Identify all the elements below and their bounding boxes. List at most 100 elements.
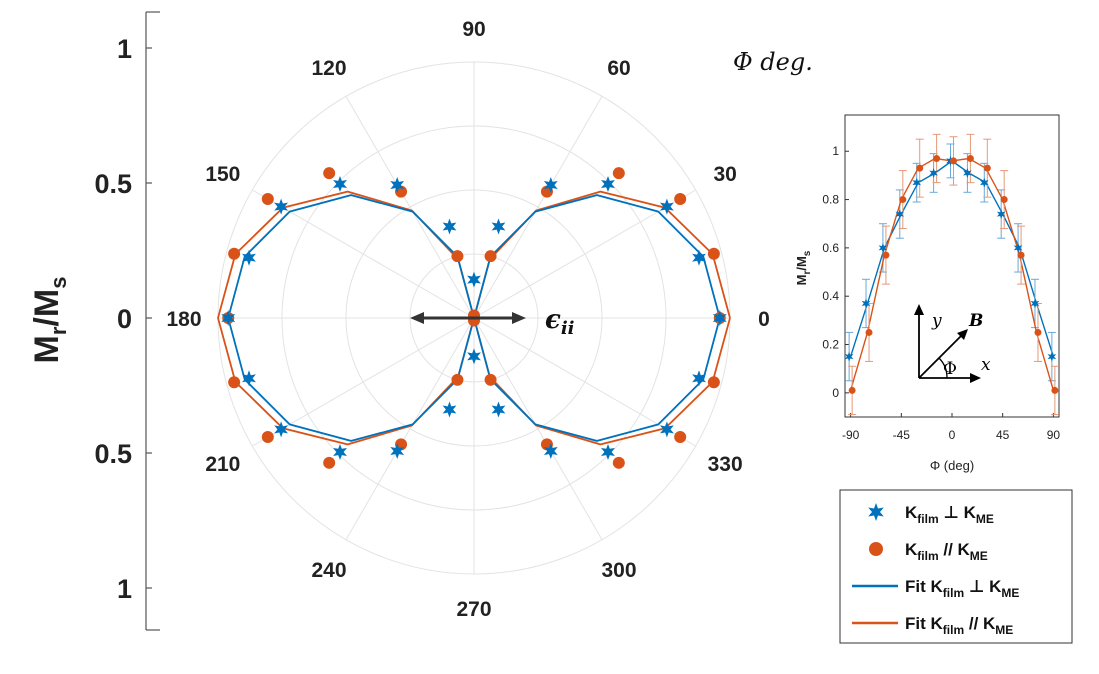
inset-x-tick-label: -45 <box>893 428 911 442</box>
inset-point-parallel <box>1051 386 1059 394</box>
inset-point-parallel <box>950 157 957 165</box>
inset-point-parallel <box>966 154 974 162</box>
inset-x-tick-label: 0 <box>949 428 956 442</box>
inset-point-parallel <box>865 328 873 336</box>
polar-plot: 0 30 60 90 120 150 180 210 240 270 300 330 ϵii Φ de… <box>166 18 812 621</box>
inset-y-tick-label: 0.2 <box>822 338 839 352</box>
inset-point-parallel <box>933 154 941 162</box>
polar-point-parallel <box>323 456 336 469</box>
polar-point-parallel <box>484 373 497 386</box>
inset-point-perpendicular <box>1030 298 1040 309</box>
inset-point-perpendicular <box>1013 242 1023 253</box>
polar-point-parallel <box>261 192 274 205</box>
legend-label-1: Kfilm ⊥ KME <box>905 503 994 526</box>
inset-frame <box>844 114 1060 418</box>
inset-point-parallel <box>1000 196 1008 204</box>
polar-point-perpendicular <box>242 249 256 266</box>
polar-point-perpendicular <box>221 310 236 326</box>
inset-point-perpendicular <box>861 298 871 309</box>
inset-x-label: Φ (deg) <box>930 458 974 473</box>
polar-grid-spoke <box>345 96 475 319</box>
diagram-x-label: x <box>981 355 991 375</box>
polar-point-parallel <box>612 167 625 180</box>
polar-point-parallel <box>261 431 274 444</box>
polar-point-perpendicular <box>333 444 347 460</box>
polar-point-perpendicular <box>390 177 405 193</box>
left-axis: 1 0.5 0 0.5 1 Mr/Ms <box>28 11 160 631</box>
legend-label-3: Fit Kfilm ⊥ KME <box>905 577 1019 600</box>
polar-point-perpendicular <box>601 444 615 460</box>
polar-grid-spoke <box>473 96 603 319</box>
legend-label-2: Kfilm // KME <box>905 540 988 563</box>
inset-point-perpendicular <box>1047 351 1057 362</box>
polar-point-parallel <box>451 250 464 263</box>
inset-point-parallel <box>916 164 924 172</box>
inset-point-perpendicular <box>912 177 921 188</box>
polar-angle-label: 60 <box>607 57 630 80</box>
polar-angle-label: 180 <box>166 308 201 331</box>
strain-arrow <box>410 312 526 324</box>
polar-point-perpendicular <box>491 218 506 235</box>
inset-point-perpendicular <box>929 168 938 178</box>
inset-point-perpendicular <box>996 209 1006 220</box>
polar-grid-spoke <box>345 317 475 540</box>
inset-point-perpendicular <box>878 242 888 253</box>
inset-y-tick-label: 0.8 <box>822 193 839 207</box>
polar-angle-label: 90 <box>462 18 485 41</box>
polar-angle-label: 30 <box>713 163 736 186</box>
polar-point-perpendicular <box>442 401 457 418</box>
left-tick-label: 0.5 <box>94 169 132 199</box>
inset-point-parallel <box>882 251 890 259</box>
inset-point-parallel <box>899 196 907 204</box>
polar-angle-label: 240 <box>311 559 346 582</box>
inset-x-tick-label: -90 <box>842 428 860 442</box>
polar-point-perpendicular <box>274 421 288 438</box>
left-tick-label: 0.5 <box>94 439 132 469</box>
polar-point-parallel <box>612 456 625 469</box>
polar-point-perpendicular <box>274 198 288 215</box>
polar-point-perpendicular <box>491 401 506 418</box>
inset-point-perpendicular <box>895 209 905 220</box>
polar-point-parallel <box>468 314 480 327</box>
inset-y-label: Mr/Ms <box>794 250 813 285</box>
inset-point-perpendicular <box>980 177 989 188</box>
polar-angle-label: 120 <box>311 57 346 80</box>
inset-y-tick-label: 0 <box>832 386 839 400</box>
polar-point-perpendicular <box>601 176 615 192</box>
polar-point-parallel <box>484 250 497 263</box>
polar-angle-labels: 0 30 60 90 120 150 180 210 240 270 300 330 <box>166 18 769 621</box>
polar-point-perpendicular <box>467 348 481 365</box>
inset-x-tick-label: 90 <box>1047 428 1061 442</box>
left-axis-label: Mr/Ms <box>28 277 71 364</box>
polar-point-parallel <box>707 247 720 260</box>
coordinate-diagram: y x B Φ <box>914 304 991 383</box>
polar-angle-label: 330 <box>708 453 743 476</box>
inset-point-parallel <box>1017 251 1025 259</box>
polar-point-perpendicular <box>467 271 481 288</box>
polar-angle-label: 0 <box>758 308 770 331</box>
polar-point-parallel <box>707 376 720 389</box>
polar-point-perpendicular <box>692 370 706 387</box>
polar-angle-label: 150 <box>205 163 240 186</box>
polar-point-parallel <box>228 247 241 260</box>
legend-marker-star <box>868 503 884 521</box>
polar-point-perpendicular <box>712 310 727 326</box>
polar-point-parallel <box>674 192 687 205</box>
polar-point-perpendicular <box>442 218 457 235</box>
inset-chart: 00.20.40.60.81-90 -45 0 45 90 Φ (deg) Mr/Ms … <box>794 114 1061 473</box>
polar-data-points <box>221 167 727 469</box>
inset-point-perpendicular <box>844 351 854 362</box>
inset-y-tick-label: 0.6 <box>822 241 839 255</box>
inset-x-tick-label: 45 <box>996 428 1010 442</box>
left-tick-label: 0 <box>117 304 132 334</box>
polar-angle-label: 300 <box>601 559 636 582</box>
polar-point-parallel <box>451 373 464 386</box>
polar-point-perpendicular <box>660 198 674 215</box>
inset-point-perpendicular <box>963 168 972 178</box>
inset-y-tick-label: 1 <box>832 144 839 158</box>
polar-point-perpendicular <box>242 370 256 387</box>
polar-grid-spoke <box>473 317 603 540</box>
strain-label: ϵii <box>545 305 575 339</box>
inset-point-parallel <box>848 386 856 394</box>
